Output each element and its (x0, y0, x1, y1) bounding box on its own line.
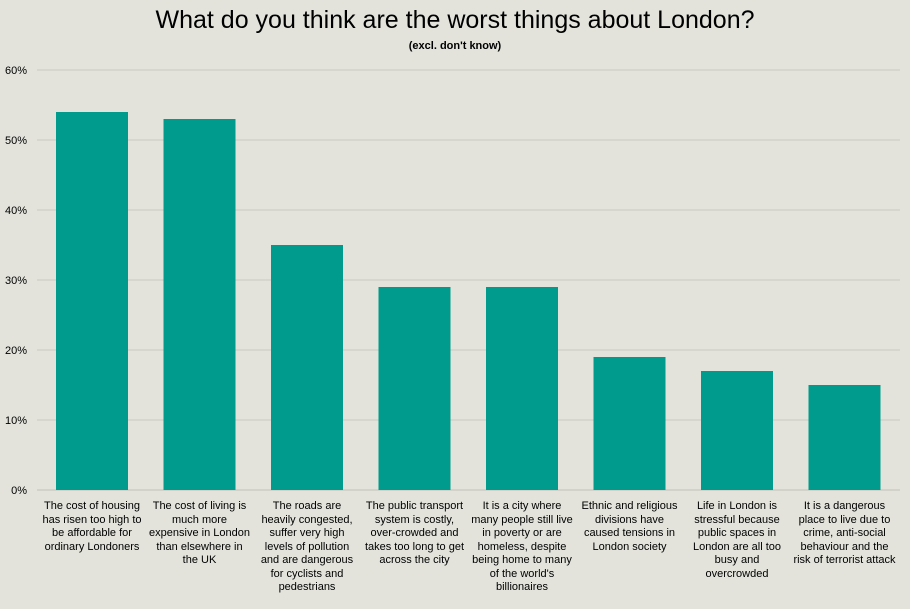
bars (56, 112, 881, 490)
x-tick-label: Life in London is stressful because publ… (692, 500, 782, 580)
x-tick-label: It is a city where many people still liv… (471, 500, 573, 593)
x-tick-label: The cost of living is much more expensiv… (149, 500, 250, 566)
chart-subtitle: (excl. don't know) (408, 40, 502, 52)
y-tick-label: 0% (11, 485, 27, 497)
y-tick-label: 50% (5, 135, 27, 147)
bar (593, 357, 666, 490)
bar (701, 371, 773, 490)
x-tick-label: The roads are heavily congested, suffer … (260, 500, 354, 593)
bar (808, 385, 881, 490)
bar (271, 245, 343, 490)
x-tick-label: Ethnic and religious divisions have caus… (581, 500, 678, 553)
bar (486, 287, 558, 490)
y-axis-ticks: 0% 10% 20% 30% 40% 50% 60% (5, 65, 27, 497)
x-tick-label: The public transport system is costly, o… (364, 500, 465, 566)
bar (378, 287, 451, 490)
chart-title: What do you think are the worst things a… (155, 6, 755, 34)
x-tick-label: The cost of housing has risen too high t… (42, 500, 142, 553)
y-tick-label: 30% (5, 275, 27, 287)
x-tick-label: It is a dangerous place to live due to c… (793, 500, 896, 566)
y-tick-label: 20% (5, 345, 27, 357)
bar (56, 112, 128, 490)
y-tick-label: 40% (5, 205, 27, 217)
y-tick-label: 60% (5, 65, 27, 77)
y-tick-label: 10% (5, 415, 27, 427)
bar (163, 119, 236, 490)
